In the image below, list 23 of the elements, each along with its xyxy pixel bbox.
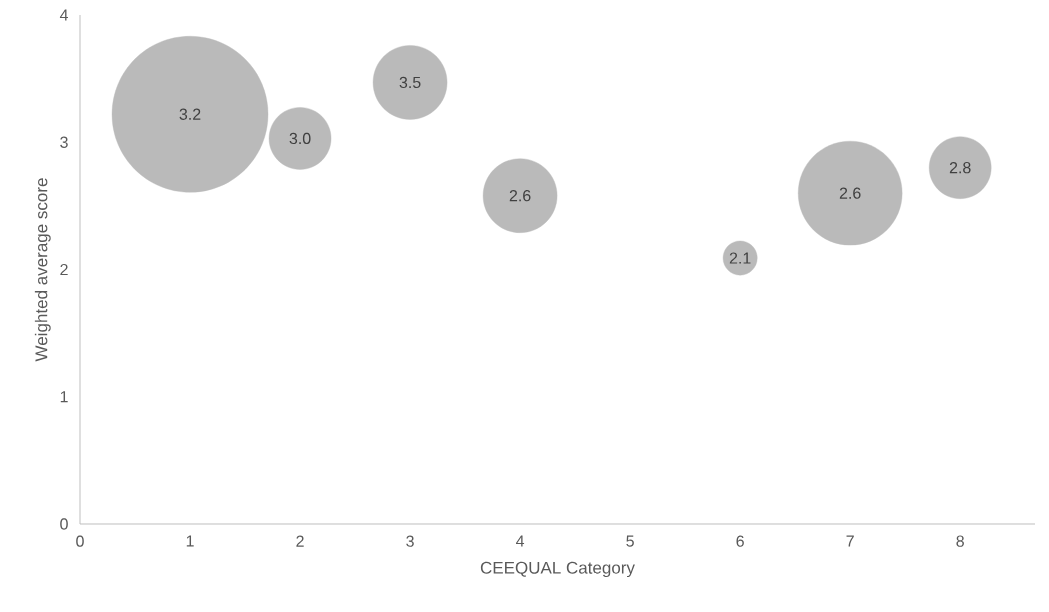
x-tick-label: 7 <box>846 535 854 547</box>
x-tick-label: 5 <box>626 535 634 547</box>
y-tick-label: 4 <box>59 9 68 21</box>
x-tick-label: 6 <box>736 535 744 547</box>
data-label: 2.6 <box>839 187 861 199</box>
data-label: 2.8 <box>949 162 971 174</box>
y-tick-label: 3 <box>60 136 68 148</box>
x-tick-label: 1 <box>186 535 194 547</box>
x-axis-title: CEEQUAL Category <box>480 561 635 578</box>
data-label: 3.2 <box>179 108 201 120</box>
x-tick-label: 3 <box>406 535 414 547</box>
x-tick-label: 0 <box>76 535 84 547</box>
data-label: 3.0 <box>289 132 311 145</box>
y-tick-label: 2 <box>60 263 68 276</box>
data-label: 3.5 <box>399 76 421 89</box>
y-axis-title: Weighted average score <box>34 178 51 362</box>
y-tick-label: 0 <box>60 518 68 530</box>
x-tick-label: 4 <box>516 535 525 547</box>
data-label: 2.6 <box>509 190 531 202</box>
y-tick-label: 1 <box>60 391 68 403</box>
x-tick-label: 8 <box>956 535 964 547</box>
data-label: 2.1 <box>729 252 751 264</box>
x-tick-label: 2 <box>296 535 304 547</box>
